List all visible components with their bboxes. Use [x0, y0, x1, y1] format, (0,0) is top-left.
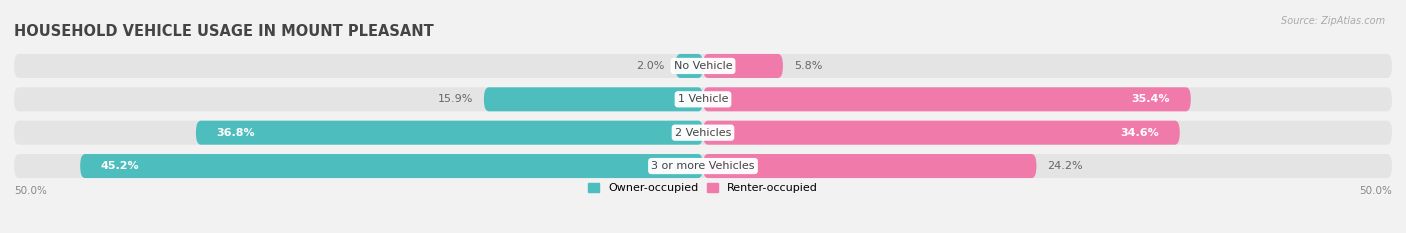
- FancyBboxPatch shape: [80, 154, 703, 178]
- Text: 1 Vehicle: 1 Vehicle: [678, 94, 728, 104]
- FancyBboxPatch shape: [675, 54, 703, 78]
- FancyBboxPatch shape: [14, 87, 1392, 111]
- FancyBboxPatch shape: [703, 154, 1036, 178]
- Text: 35.4%: 35.4%: [1132, 94, 1170, 104]
- Text: 5.8%: 5.8%: [794, 61, 823, 71]
- Text: 45.2%: 45.2%: [101, 161, 139, 171]
- Text: 2.0%: 2.0%: [636, 61, 665, 71]
- Text: 50.0%: 50.0%: [14, 186, 46, 196]
- Text: No Vehicle: No Vehicle: [673, 61, 733, 71]
- Text: 24.2%: 24.2%: [1047, 161, 1083, 171]
- Text: 3 or more Vehicles: 3 or more Vehicles: [651, 161, 755, 171]
- FancyBboxPatch shape: [14, 154, 1392, 178]
- Text: 2 Vehicles: 2 Vehicles: [675, 128, 731, 138]
- Text: Source: ZipAtlas.com: Source: ZipAtlas.com: [1281, 16, 1385, 26]
- FancyBboxPatch shape: [703, 121, 1180, 145]
- Text: 50.0%: 50.0%: [1360, 186, 1392, 196]
- FancyBboxPatch shape: [195, 121, 703, 145]
- FancyBboxPatch shape: [703, 54, 783, 78]
- Text: 15.9%: 15.9%: [437, 94, 472, 104]
- FancyBboxPatch shape: [484, 87, 703, 111]
- Text: 34.6%: 34.6%: [1121, 128, 1159, 138]
- FancyBboxPatch shape: [14, 54, 1392, 78]
- FancyBboxPatch shape: [14, 121, 1392, 145]
- Text: 36.8%: 36.8%: [217, 128, 256, 138]
- Text: HOUSEHOLD VEHICLE USAGE IN MOUNT PLEASANT: HOUSEHOLD VEHICLE USAGE IN MOUNT PLEASAN…: [14, 24, 434, 39]
- FancyBboxPatch shape: [703, 87, 1191, 111]
- Legend: Owner-occupied, Renter-occupied: Owner-occupied, Renter-occupied: [583, 178, 823, 197]
